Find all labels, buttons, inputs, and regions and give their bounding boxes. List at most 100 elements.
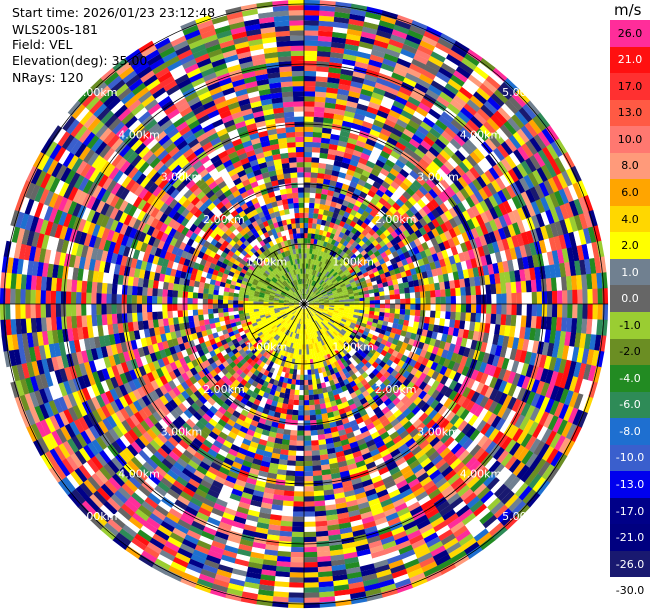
range-gate-cell [500,81,516,97]
range-gate-cell [444,126,457,139]
range-gate-cell [447,171,458,183]
range-gate-cell [379,225,387,233]
range-gate-cell [417,44,434,56]
range-gate-cell [488,365,497,377]
range-gate-cell [348,293,355,297]
range-gate-cell [504,271,511,283]
range-gate-cell [333,343,340,350]
range-gate-cell [314,510,327,517]
range-gate-cell [539,265,546,280]
range-gate-cell [292,409,299,416]
range-gate-cell [319,10,335,17]
range-gate-cell [591,319,598,335]
range-gate-cell [324,286,330,291]
range-gate-cell [291,419,298,426]
range-gate-cell [304,288,306,294]
range-gate-cell [324,331,330,337]
range-gate-cell [558,403,569,420]
range-gate-cell [406,275,414,282]
range-gate-cell [395,141,407,152]
range-gate-cell [383,398,393,407]
range-gate-cell [484,137,498,152]
range-gate-cell [369,185,379,194]
range-gate-cell [470,115,484,129]
range-gate-cell [409,415,419,425]
range-gate-cell [372,146,383,156]
range-gate-cell [485,313,492,324]
range-gate-cell [415,297,421,305]
range-gate-cell [339,166,348,174]
range-gate-cell [314,515,327,522]
range-gate-cell [399,288,405,294]
range-gate-cell [298,400,304,406]
range-gate-cell [321,214,328,221]
range-gate-cell [347,336,354,343]
range-gate-cell [311,275,315,281]
range-gate-cell [304,86,316,92]
range-gate-cell [507,396,517,411]
range-gate-cell [407,67,422,79]
range-gate-cell [454,319,461,329]
range-gate-cell [331,324,337,330]
range-gate-cell [334,155,344,163]
range-gate-cell [573,393,584,410]
range-gate-cell [316,277,321,283]
range-gate-cell [507,117,521,132]
range-gate-cell [422,393,432,403]
range-gate-cell [435,42,452,54]
range-gate-cell [431,268,438,277]
range-gate-cell [472,267,480,278]
range-gate-cell [547,177,559,193]
range-gate-cell [414,291,421,299]
range-gate-cell [322,311,328,315]
range-gate-cell [572,409,584,426]
range-gate-cell [511,398,522,413]
range-gate-cell [315,283,320,289]
range-gate-cell [303,486,314,492]
range-gate-cell [354,309,360,313]
range-gate-cell [426,164,437,176]
range-gate-cell [444,469,457,482]
range-gate-cell [422,154,433,165]
range-gate-cell [340,227,348,234]
range-gate-cell [307,297,313,301]
range-gate-cell [483,493,498,508]
range-gate-cell [336,93,349,101]
range-gate-cell [416,244,425,253]
range-gate-cell [318,307,324,310]
range-gate-cell [429,399,440,410]
range-gate-cell [365,278,372,284]
range-gate-cell [562,151,576,169]
range-gate-cell [336,214,344,221]
range-gate-cell [519,245,528,258]
range-gate-cell [388,393,398,403]
range-gate-cell [315,291,321,296]
range-gate-cell [488,71,505,86]
range-gate-cell [327,273,333,279]
range-gate-cell [313,270,317,276]
range-gate-cell [323,269,328,276]
range-gate-cell [285,414,293,420]
range-gate-cell [455,312,461,321]
range-gate-cell [493,110,508,125]
range-gate-cell [516,292,522,305]
range-gate-cell [544,265,551,279]
range-gate-cell [311,310,316,315]
range-gate-cell [377,390,386,399]
range-gate-cell [307,364,311,370]
range-gate-cell [347,23,364,32]
range-gate-cell [356,253,364,260]
range-gate-cell [334,103,347,111]
range-gate-cell [366,213,375,222]
range-gate-cell [391,262,399,270]
range-gate-cell [330,217,337,224]
range-gate-cell [420,97,434,109]
range-gate-cell [390,150,401,160]
range-gate-cell [548,237,557,252]
range-gate-cell [492,67,508,83]
range-gate-cell [534,184,545,200]
range-gate-cell [304,151,313,158]
range-gate-cell [324,258,330,265]
range-gate-cell [297,430,304,436]
